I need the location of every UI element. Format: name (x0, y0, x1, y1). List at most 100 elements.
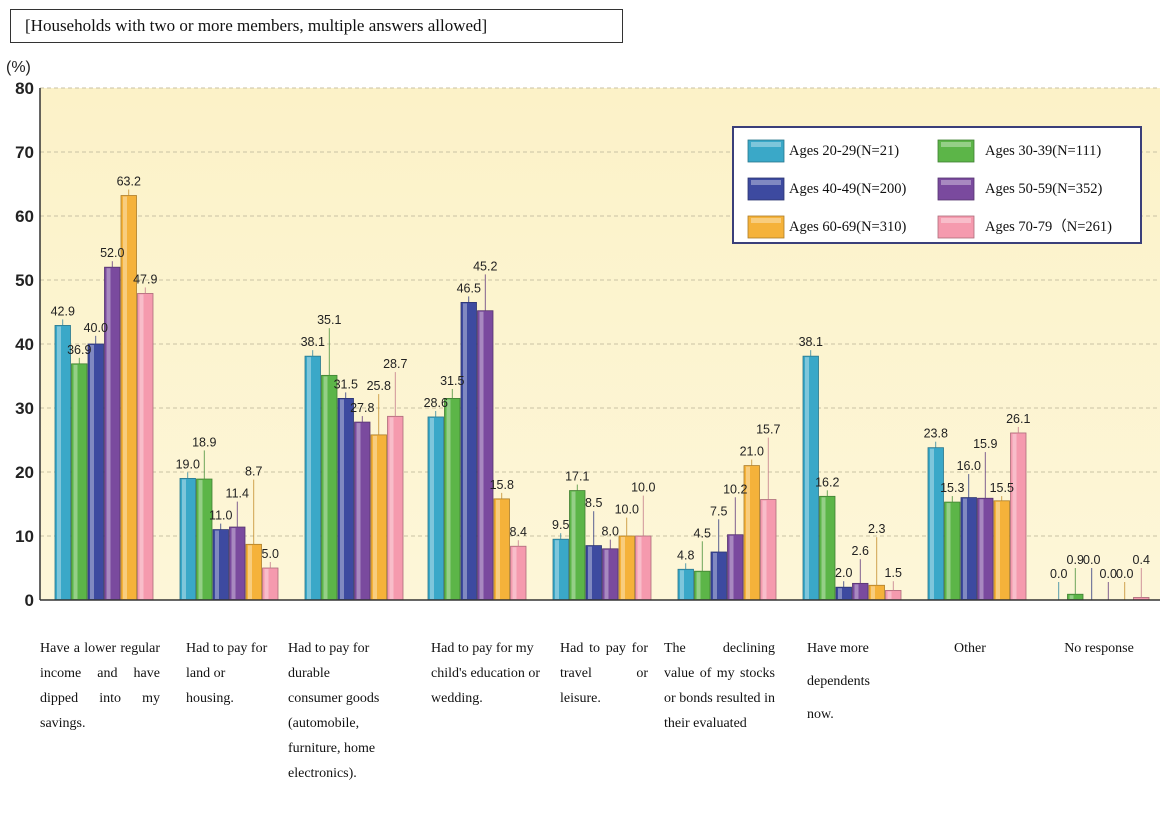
y-tick-label: 0 (25, 591, 34, 610)
data-label: 27.8 (350, 401, 374, 415)
bar-highlight (821, 497, 826, 599)
chart-note: [Households with two or more members, mu… (10, 9, 623, 43)
data-label: 28.6 (424, 396, 448, 410)
legend-label: Ages 60-69(N=310) (789, 219, 906, 235)
legend-label: Ages 70-79（N=261) (985, 218, 1112, 235)
data-label: 31.5 (334, 377, 358, 391)
bar-highlight (729, 535, 734, 599)
bar-highlight (588, 546, 592, 599)
data-label: 26.1 (1006, 412, 1030, 426)
bar-highlight (182, 479, 186, 599)
data-label: 25.8 (367, 379, 391, 393)
data-label: 36.9 (67, 343, 91, 357)
bar-highlight (463, 303, 467, 599)
y-tick-label: 30 (15, 399, 34, 418)
legend-swatch (937, 139, 975, 163)
data-label: 2.6 (852, 544, 869, 558)
legend-swatch-shine (941, 142, 971, 147)
data-label: 35.1 (317, 313, 341, 327)
category-label: Have more dependents now. (807, 641, 870, 722)
data-label: 9.5 (552, 518, 569, 532)
data-label: 52.0 (100, 246, 124, 260)
bar-highlight (762, 500, 767, 599)
bar-highlight (373, 435, 377, 599)
data-label: 0.4 (1133, 553, 1150, 567)
y-tick-label: 80 (15, 79, 34, 98)
bar-highlight (307, 357, 311, 599)
data-labels: 42.9 36.9 40.0 52.0 63.2 47.9 19.0 18.9 11.0 11.4… (51, 175, 1150, 600)
bar-highlight (838, 588, 842, 599)
bar-highlight (90, 345, 94, 599)
bar-highlight (323, 376, 328, 599)
data-label: 0.0 (1083, 553, 1100, 567)
y-tick-label: 20 (15, 463, 34, 482)
bar-highlight (621, 537, 625, 599)
bar-highlight (446, 399, 451, 599)
data-label: 63.2 (117, 175, 141, 189)
bar-highlight (805, 357, 809, 599)
data-label: 45.2 (473, 259, 497, 273)
legend-swatch-shine (941, 218, 971, 223)
data-label: 15.3 (940, 481, 964, 495)
data-label: 4.5 (694, 526, 711, 540)
bar-highlight (264, 569, 269, 599)
bar-highlight (57, 326, 61, 599)
bar-highlight (340, 399, 344, 599)
category-label: Had to pay for travel or leisure. (560, 641, 648, 706)
bar-highlight (946, 503, 951, 599)
data-label: 18.9 (192, 435, 216, 449)
bar-highlight (512, 547, 517, 599)
data-label: 15.8 (490, 478, 514, 492)
y-tick-label: 70 (15, 143, 34, 162)
legend-swatch-shine (751, 180, 781, 185)
data-label: 40.0 (84, 321, 108, 335)
data-label: 0.0 (1116, 567, 1133, 581)
data-label: 28.7 (383, 357, 407, 371)
category-label: Had to pay for durable consumer goods (a… (288, 641, 380, 781)
data-label: 47.9 (133, 272, 157, 286)
legend-swatch (747, 215, 785, 239)
bar-highlight (713, 553, 717, 599)
legend-swatch (937, 177, 975, 201)
bar-highlight (496, 499, 500, 599)
data-label: 21.0 (740, 445, 764, 459)
legend-swatch (747, 139, 785, 163)
bar-highlight (1012, 433, 1017, 599)
y-tick-label: 60 (15, 207, 34, 226)
data-label: 10.0 (631, 481, 655, 495)
category-label: The declining value of my stocks or bond… (664, 641, 775, 731)
data-label: 15.9 (973, 437, 997, 451)
y-tick-label: 10 (15, 527, 34, 546)
data-label: 8.4 (510, 525, 527, 539)
bar-highlight (996, 501, 1000, 599)
data-label: 11.4 (226, 487, 249, 501)
data-label: 42.9 (51, 304, 75, 318)
data-label: 23.8 (924, 427, 948, 441)
legend-swatch (937, 215, 975, 239)
data-label: 8.7 (245, 465, 262, 479)
bar-highlight (198, 480, 203, 599)
legend: Ages 20-29(N=21) Ages 30-39(N=111) Ages 40… (732, 126, 1142, 244)
data-label: 0.0 (1050, 567, 1067, 581)
data-label: 46.5 (457, 281, 481, 295)
data-label: 0.9 (1067, 553, 1084, 567)
bar-highlight (696, 572, 701, 599)
legend-label: Ages 50-59(N=352) (985, 181, 1102, 197)
bar-highlight (106, 268, 111, 599)
category-label: Had to pay for my child's education or w… (431, 641, 541, 706)
bar-highlight (930, 448, 934, 599)
bar-highlight (215, 530, 219, 599)
bar-highlight (123, 196, 127, 599)
category-label: Had to pay for land or housing. (186, 641, 268, 706)
legend-label: Ages 20-29(N=21) (789, 143, 899, 159)
category-label: No response (1064, 641, 1134, 656)
bar-highlight (680, 570, 684, 599)
bar-highlight (479, 311, 484, 599)
data-label: 2.3 (868, 522, 885, 536)
data-label: 2.0 (835, 566, 852, 580)
bar-highlight (248, 545, 252, 599)
data-label: 7.5 (710, 504, 727, 518)
bar-highlight (356, 423, 361, 599)
bar-highlight (571, 491, 576, 599)
